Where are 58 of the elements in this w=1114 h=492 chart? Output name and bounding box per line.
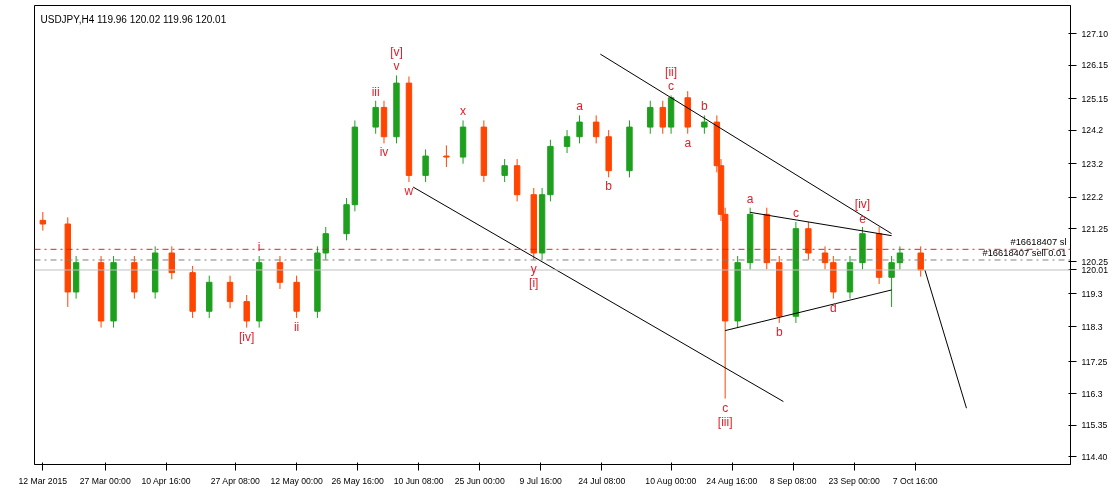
annotation: a — [746, 191, 754, 206]
annotation: [iii] — [717, 414, 733, 429]
annotation: b — [605, 179, 613, 194]
annotation: a — [576, 99, 584, 114]
x-tick-label: 12 May 00:00 — [270, 475, 324, 486]
annotation: b — [701, 99, 709, 114]
annotation: [iv] — [854, 197, 871, 212]
x-tick-label: 26 May 16:00 — [331, 475, 385, 486]
annotation: i — [257, 239, 261, 254]
y-tick-label: 115.35 — [1081, 420, 1108, 431]
annotation: [v] — [390, 45, 403, 60]
x-tick-label: 24 Jul 08:00 — [578, 475, 626, 486]
annotation: x — [460, 104, 467, 119]
y-tick-label: 119.3 — [1081, 288, 1103, 299]
y-tick-label: 123.2 — [1081, 158, 1104, 169]
y-tick-label: 125.15 — [1081, 93, 1109, 104]
x-tick-label: 25 Jun 00:00 — [454, 475, 505, 486]
annotation: e — [859, 211, 867, 226]
annotation: w — [403, 184, 414, 199]
annotation: y — [530, 261, 537, 276]
x-tick-label: 10 Aug 00:00 — [645, 475, 697, 486]
annotation: ii — [293, 319, 300, 334]
annotation: b — [775, 324, 783, 339]
annotation: iii — [371, 84, 380, 99]
x-tick-label: 12 Mar 2015 — [18, 475, 68, 486]
y-tick-label: 122.2 — [1081, 192, 1104, 203]
x-tick-label: 9 Jul 16:00 — [519, 475, 563, 486]
annotation: [iv] — [239, 329, 255, 344]
annotation: [i] — [529, 275, 539, 290]
annotation: c — [792, 206, 799, 221]
y-tick-label: 116.3 — [1081, 388, 1103, 399]
y-tick-label: 114.40 — [1081, 451, 1108, 462]
y-tick-label: 120.01 — [1081, 264, 1109, 275]
annotation: c — [668, 79, 675, 94]
x-tick-label: 7 Oct 16:00 — [892, 475, 938, 486]
x-tick-label: 10 Apr 16:00 — [141, 475, 191, 486]
y-tick-label: 126.15 — [1081, 60, 1109, 71]
x-tick-label: 24 Aug 16:00 — [706, 475, 758, 486]
x-tick-label: 23 Sep 00:00 — [828, 475, 881, 486]
ref-line-label: #16618407 sell 0.01 — [982, 247, 1067, 258]
y-tick-label: 118.3 — [1081, 321, 1103, 332]
y-tick-label: 127.10 — [1081, 28, 1109, 39]
y-tick-label: 124.2 — [1081, 125, 1104, 136]
x-tick-label: 10 Jun 08:00 — [393, 475, 444, 486]
y-tick-label: 120.25 — [1081, 256, 1109, 267]
annotation: v — [393, 59, 400, 74]
annotation: a — [684, 135, 692, 150]
annotation: d — [830, 300, 837, 315]
annotation: iv — [379, 145, 389, 160]
x-tick-label: 27 Mar 00:00 — [79, 475, 131, 486]
y-tick-label: 121.25 — [1081, 223, 1109, 234]
ref-line-label: #16618407 sl — [1010, 237, 1067, 248]
x-tick-label: 27 Apr 08:00 — [210, 475, 261, 486]
text: USDJPY,H4 119.96 120.02 119.96 120.01 — [40, 13, 227, 25]
x-tick-label: 8 Sep 08:00 — [769, 475, 817, 486]
annotation: [ii] — [665, 65, 678, 80]
y-tick-label: 117.25 — [1081, 356, 1108, 367]
annotation: c — [722, 400, 729, 415]
